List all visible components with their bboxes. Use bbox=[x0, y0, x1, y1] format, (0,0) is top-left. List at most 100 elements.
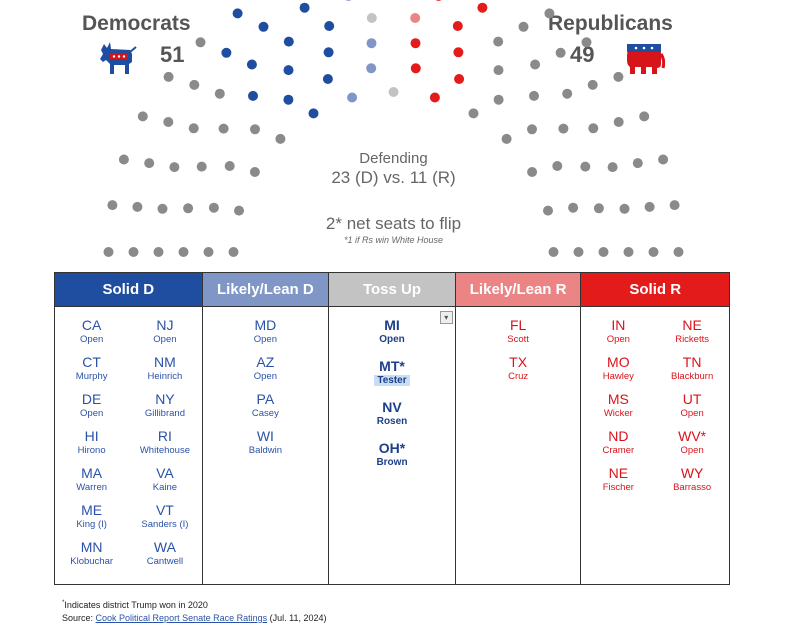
seat-dot bbox=[275, 133, 286, 144]
seat-dot bbox=[308, 108, 319, 119]
seat-dot bbox=[568, 202, 579, 213]
candidate-name: Open bbox=[606, 334, 630, 345]
column-header: Solid R bbox=[581, 273, 729, 307]
seat-dot bbox=[639, 111, 650, 122]
seat-dot bbox=[623, 247, 634, 257]
seat-dot bbox=[493, 65, 504, 76]
seat-dot bbox=[468, 108, 479, 119]
seat-dot bbox=[132, 201, 143, 212]
state-code: MT* bbox=[379, 358, 405, 374]
state-code: PA bbox=[256, 391, 275, 407]
seat-dot bbox=[283, 94, 294, 105]
state-code: CT bbox=[82, 354, 101, 370]
state-code: UT bbox=[682, 391, 702, 407]
seat-dot bbox=[562, 88, 573, 99]
seat-dot bbox=[493, 36, 504, 47]
candidate-name: Gillibrand bbox=[144, 408, 185, 419]
state-code: NV bbox=[382, 399, 402, 415]
state-code: TN bbox=[682, 354, 702, 370]
seat-dot bbox=[648, 247, 659, 257]
race-entry: MO Hawley bbox=[581, 354, 655, 391]
state-code: AZ bbox=[256, 354, 275, 370]
flip-summary: 2* net seats to flip *1 if Rs win White … bbox=[0, 214, 787, 245]
dropdown-arrow-icon[interactable]: ▾ bbox=[439, 311, 453, 324]
seat-dot bbox=[163, 117, 174, 127]
seat-dot bbox=[169, 162, 180, 173]
race-entry: UT Open bbox=[655, 391, 729, 428]
race-entry: NE Fischer bbox=[581, 465, 655, 502]
candidate-name: Rosen bbox=[376, 416, 408, 427]
column-header: Likely/Lean R bbox=[455, 273, 581, 307]
source-link[interactable]: Cook Political Report Senate Race Rating… bbox=[95, 613, 268, 623]
seat-dot bbox=[163, 71, 174, 82]
seat-dot bbox=[452, 21, 463, 31]
seat-dot bbox=[248, 90, 258, 101]
seat-dot bbox=[178, 247, 189, 257]
seat-dot bbox=[249, 167, 260, 177]
column-likely-lean-r: Likely/Lean R FL Scott TX Cruz bbox=[455, 273, 582, 584]
seat-dot bbox=[598, 247, 609, 257]
race-entry: WI Baldwin bbox=[203, 428, 329, 465]
rep-label: Republicans bbox=[548, 12, 673, 35]
candidate-name: Baldwin bbox=[248, 445, 283, 456]
seat-dot bbox=[613, 117, 624, 127]
state-code: NE bbox=[682, 317, 702, 333]
candidate-name: Cantwell bbox=[146, 556, 184, 567]
seat-dot bbox=[573, 247, 584, 257]
seat-dot bbox=[410, 63, 421, 74]
state-code: NJ bbox=[156, 317, 174, 333]
candidate-name: Heinrich bbox=[147, 371, 183, 382]
seat-dot bbox=[366, 63, 377, 74]
race-entry: TN Blackburn bbox=[655, 354, 729, 391]
footer: *Indicates district Trump won in 2020 So… bbox=[62, 597, 327, 625]
column-solid-r: Solid R IN Open NE Ricketts MO Hawley TN Blackbu… bbox=[581, 273, 729, 584]
defending-summary: Defending 23 (D) vs. 11 (R) bbox=[0, 150, 787, 188]
seat-dot bbox=[118, 154, 129, 165]
seat-dot bbox=[613, 71, 624, 82]
state-code: VT bbox=[155, 502, 174, 518]
race-entry: WA Cantwell bbox=[128, 539, 201, 576]
candidate-name: Open bbox=[153, 334, 177, 345]
candidate-name: Open bbox=[80, 334, 104, 345]
candidate-name: Brown bbox=[376, 457, 408, 468]
state-code: MS bbox=[607, 391, 629, 407]
state-code: MD bbox=[254, 317, 277, 333]
seat-dot bbox=[543, 205, 553, 216]
seat-dot bbox=[454, 74, 465, 84]
seat-dot bbox=[673, 247, 684, 257]
seat-dot bbox=[555, 47, 566, 58]
seat-dot bbox=[366, 13, 377, 23]
candidate-name: Whitehouse bbox=[139, 445, 190, 456]
race-entry: NM Heinrich bbox=[128, 354, 201, 391]
rep-count: 49 bbox=[570, 42, 595, 67]
state-code: WI bbox=[256, 428, 274, 444]
race-entry: WY Barrasso bbox=[655, 465, 729, 502]
race-entry: OH* Brown bbox=[329, 440, 455, 481]
candidate-name: Open bbox=[379, 334, 405, 345]
footnote: *Indicates district Trump won in 2020 bbox=[62, 600, 208, 610]
race-entry: HI Hirono bbox=[55, 428, 128, 465]
race-entry: NY Gillibrand bbox=[128, 391, 201, 428]
seat-dot bbox=[527, 167, 538, 177]
candidate-name: Open bbox=[253, 334, 277, 345]
candidate-name: Hirono bbox=[77, 445, 106, 456]
state-code: MN bbox=[80, 539, 103, 555]
state-code: MI bbox=[384, 317, 400, 333]
candidate-name: Warren bbox=[76, 482, 108, 493]
column-solid-d: Solid D CA Open NJ Open CT Murphy NM Heinrich DE O… bbox=[55, 273, 203, 584]
seat-dot bbox=[128, 247, 139, 257]
seat-dot bbox=[410, 13, 421, 23]
seat-dot bbox=[103, 247, 114, 257]
seat-dot bbox=[581, 37, 592, 48]
race-entry: ND Cramer bbox=[581, 428, 655, 465]
race-entry: RI Whitehouse bbox=[128, 428, 201, 465]
seat-dot bbox=[137, 111, 148, 122]
seat-dot bbox=[183, 203, 194, 214]
seat-dot bbox=[529, 90, 539, 101]
race-entry: MI Open bbox=[329, 317, 455, 358]
state-code: HI bbox=[84, 428, 99, 444]
seat-dot bbox=[669, 200, 680, 211]
state-code: FL bbox=[509, 317, 527, 333]
seat-dot bbox=[530, 59, 541, 70]
state-code: CA bbox=[81, 317, 102, 333]
